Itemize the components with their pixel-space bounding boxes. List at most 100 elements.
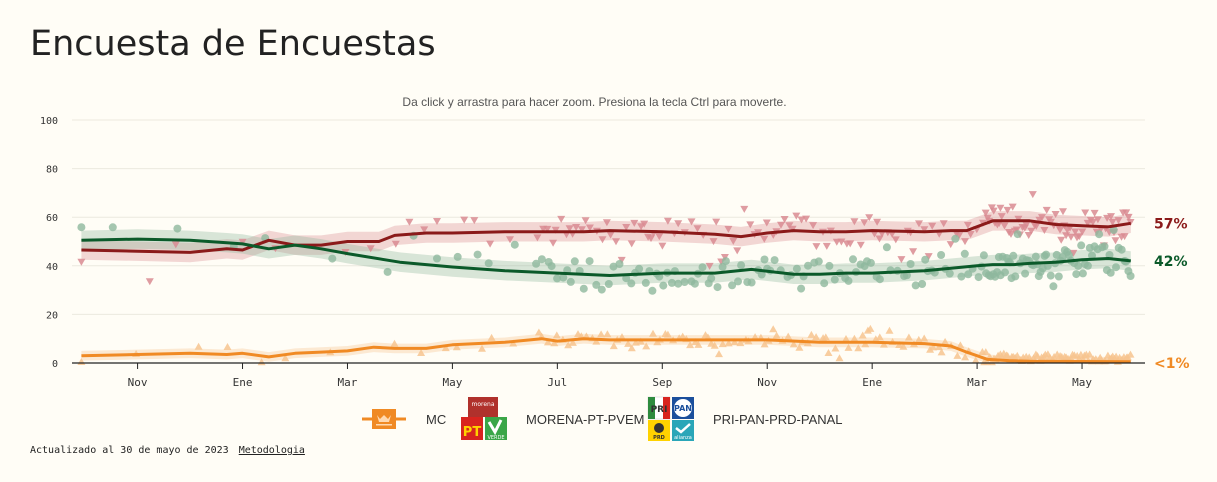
poll-point (961, 353, 970, 361)
poll-point (895, 341, 904, 348)
poll-point (1049, 282, 1058, 291)
y-tick-label: 80 (46, 165, 58, 176)
poll-point (710, 341, 719, 349)
poll-point (920, 334, 929, 342)
poll-point (1042, 250, 1051, 259)
y-tick-label: 60 (46, 213, 58, 224)
poll-point (709, 238, 718, 246)
poll-point (173, 224, 182, 233)
poll-point (928, 222, 937, 230)
poll-point (1105, 251, 1114, 259)
poll-point (602, 219, 611, 227)
poll-point (809, 222, 818, 230)
poll-point (655, 233, 664, 241)
poll-point (194, 342, 203, 350)
axes: 0 20 40 60 80 100 Nov Ene Mar May Jul Sep Nov Ene Mar M… (40, 116, 1145, 389)
poll-point (453, 252, 462, 261)
poll-point (871, 335, 880, 343)
poll-point (825, 261, 834, 270)
poll-point (1008, 203, 1017, 211)
legend-item-morena-pt-pvem[interactable]: morena PT VERDE MORENA-PT-PVEM (460, 396, 644, 442)
poll-point (678, 332, 687, 340)
poll-point (441, 344, 450, 352)
poll-point (635, 264, 644, 273)
svg-text:PRD: PRD (653, 435, 665, 441)
poll-point (647, 235, 655, 243)
poll-point (760, 255, 769, 264)
poll-point (865, 214, 874, 222)
poll-point (807, 330, 816, 338)
poll-point (873, 218, 882, 226)
poll-point (721, 257, 730, 266)
poll-point (812, 333, 821, 341)
poll-point (856, 241, 865, 249)
poll-point (1093, 216, 1102, 224)
poll-point (1071, 228, 1080, 236)
x-tick-label: Jul (547, 376, 567, 389)
poll-point (649, 329, 657, 337)
poll-point (846, 240, 855, 248)
poll-point (1012, 226, 1021, 234)
poll-point (1046, 271, 1055, 280)
poll-point (902, 271, 911, 280)
poll-point (366, 245, 375, 253)
poll-point (417, 349, 426, 356)
poll-point (792, 212, 801, 220)
poll-point (885, 326, 894, 334)
poll-point (1028, 191, 1037, 199)
poll-point (579, 284, 588, 293)
poll-point (1081, 209, 1090, 217)
x-tick-label: Nov (757, 376, 777, 389)
poll-point (547, 262, 556, 271)
poll-point (974, 273, 983, 282)
poll-point (941, 337, 950, 345)
poll-point (740, 205, 749, 213)
poll-point (989, 207, 998, 215)
poll-point (728, 281, 737, 290)
poll-point (850, 218, 859, 226)
poll-point (1013, 351, 1022, 359)
poll-point (1067, 233, 1075, 241)
poll-point (924, 253, 933, 261)
poll-point (1122, 209, 1131, 217)
poll-point (1074, 261, 1083, 270)
poll-point (961, 238, 969, 246)
legend-item-pri-pan-prd-panal[interactable]: PRI PAN PRD alianza PRI-PAN-PRD-PANAL (647, 396, 843, 442)
poll-point (918, 280, 927, 288)
poll-point (1117, 245, 1126, 254)
poll-point (1072, 270, 1081, 279)
poll-point (724, 339, 733, 347)
poll-point (911, 281, 920, 290)
poll-point (171, 241, 180, 249)
poll-point (760, 340, 769, 348)
poll-point (77, 258, 86, 266)
poll-point (1083, 261, 1092, 270)
poll-point (842, 335, 850, 342)
poll-point (897, 256, 906, 264)
poll-point (1088, 251, 1096, 260)
poll-point (1109, 226, 1118, 234)
poll-point (891, 236, 900, 244)
mc-logo-icon (362, 409, 406, 429)
poll-point (858, 331, 867, 339)
poll-point (552, 331, 561, 339)
x-tick-label: Mar (967, 376, 987, 389)
poll-point (532, 259, 541, 268)
poll-point (1077, 241, 1086, 250)
poll-chart[interactable]: 0 20 40 60 80 100 Nov Ene Mar May Jul Sep Nov Ene Mar M… (0, 0, 1217, 395)
poll-point (797, 284, 806, 293)
poll-point (844, 343, 853, 351)
poll-point (640, 220, 649, 228)
trend-line-0 (81, 219, 1132, 254)
poll-point (566, 277, 575, 286)
legend-item-mc[interactable]: MC (360, 396, 446, 442)
poll-point (1114, 217, 1123, 225)
poll-point (572, 224, 581, 231)
methodology-link[interactable]: Metodologia (238, 445, 305, 456)
poll-point (606, 231, 615, 239)
zoom-hint: Da click y arrastra para hacer zoom. Pre… (402, 95, 787, 109)
poll-point (460, 216, 469, 224)
x-tick-label: Sep (652, 376, 672, 389)
svg-text:PAN: PAN (674, 404, 692, 413)
poll-point (615, 260, 624, 268)
